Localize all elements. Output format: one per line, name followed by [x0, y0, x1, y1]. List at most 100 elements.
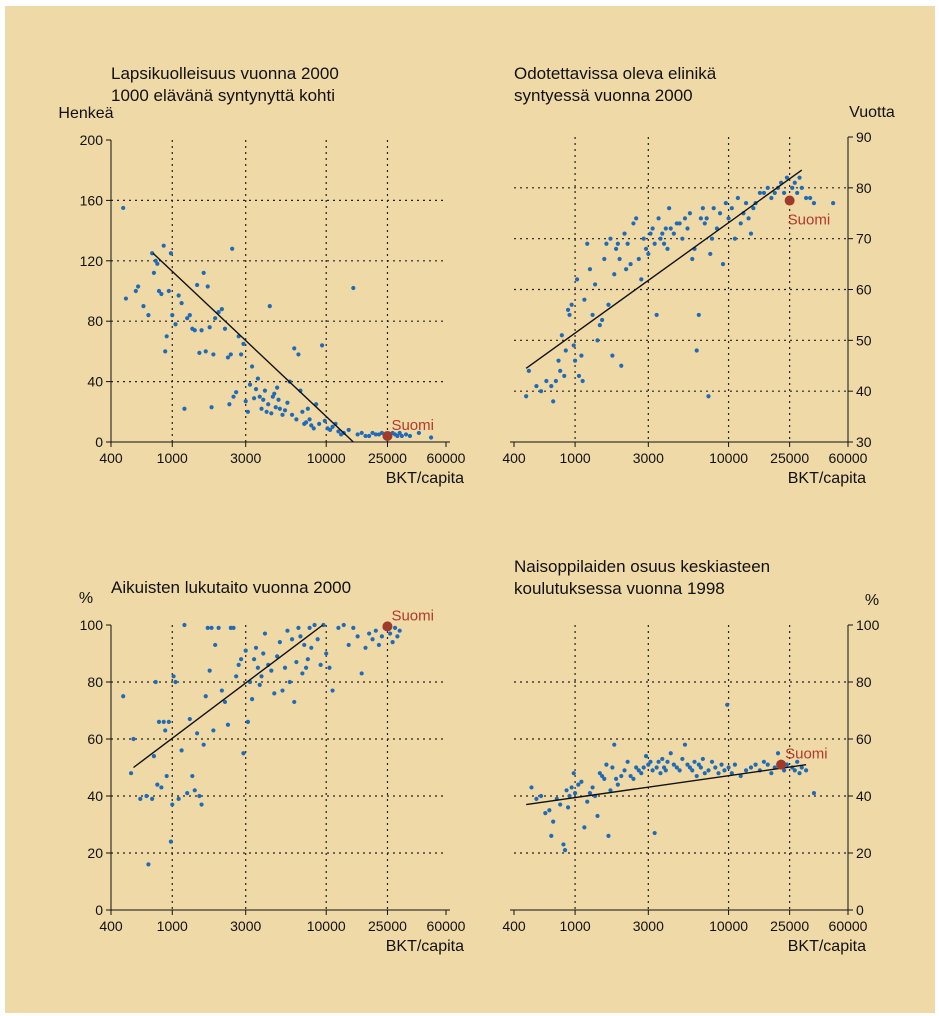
data-point: [159, 785, 164, 790]
data-point: [187, 716, 192, 722]
data-point: [597, 322, 602, 328]
data-point: [717, 211, 723, 216]
data-point: [228, 352, 233, 357]
data-point: [656, 216, 661, 221]
data-point: [195, 282, 200, 288]
data-point: [153, 679, 158, 685]
data-point: [324, 651, 329, 656]
data-point: [336, 625, 341, 630]
data-point: [615, 241, 620, 246]
data-point: [199, 802, 204, 807]
data-point: [571, 771, 576, 776]
data-point: [795, 190, 800, 196]
data-point: [713, 765, 718, 770]
x-tick-label: 60000: [427, 450, 466, 466]
chart-4: Naisoppilaiden osuus keskiasteen koulutuk…: [502, 557, 879, 955]
data-point: [121, 205, 126, 211]
data-point: [582, 825, 587, 830]
data-point: [225, 722, 231, 727]
data-point: [625, 241, 630, 246]
data-point: [192, 788, 197, 793]
data-point: [698, 216, 703, 221]
data-point: [261, 397, 266, 402]
data-point: [622, 768, 627, 773]
data-point: [604, 241, 609, 246]
data-point: [205, 284, 210, 289]
data-point: [176, 796, 181, 801]
data-point: [668, 751, 673, 756]
data-point: [234, 674, 239, 679]
data-point: [192, 328, 197, 333]
data-point: [203, 694, 208, 699]
y-axis-label: Henkeä: [58, 105, 113, 122]
y-tick-label: 100: [856, 617, 880, 633]
data-point: [416, 430, 421, 436]
data-point: [648, 231, 653, 236]
data-point: [636, 256, 641, 262]
data-point: [373, 628, 378, 633]
data-point: [241, 751, 246, 756]
data-point: [163, 349, 168, 354]
data-point: [646, 251, 651, 257]
data-point: [255, 376, 261, 381]
data-point: [146, 862, 151, 867]
x-tick-label: 400: [502, 918, 526, 934]
data-point: [685, 762, 690, 767]
data-point: [582, 297, 587, 302]
data-point: [257, 682, 262, 687]
x-tick-label: 10000: [307, 450, 346, 466]
data-point: [156, 719, 162, 725]
data-point: [790, 185, 795, 190]
data-point: [723, 200, 728, 206]
data-point: [303, 420, 309, 425]
data-point: [729, 771, 734, 776]
data-point: [367, 433, 372, 439]
data-point: [294, 417, 299, 422]
data-point: [524, 394, 529, 399]
x-tick-label: 25000: [770, 918, 809, 934]
data-point: [608, 788, 613, 793]
data-point: [170, 802, 175, 807]
data-point: [211, 728, 216, 733]
data-point: [549, 833, 554, 839]
data-point: [330, 424, 335, 429]
trend-line: [525, 169, 803, 369]
x-tick-label: 60000: [829, 918, 868, 934]
data-point: [155, 261, 160, 266]
y-tick-label: 70: [856, 231, 872, 247]
data-point: [811, 200, 817, 206]
data-point: [617, 256, 622, 262]
data-point: [769, 195, 774, 201]
figure-background: [5, 6, 935, 1013]
data-point: [298, 634, 303, 639]
data-point: [231, 394, 236, 399]
data-point: [606, 833, 611, 839]
data-point: [238, 352, 244, 357]
data-point: [769, 771, 774, 776]
data-point: [387, 631, 393, 636]
data-point: [543, 811, 548, 816]
data-point: [243, 648, 248, 653]
data-point: [558, 368, 563, 373]
data-point: [168, 251, 174, 256]
suomi-label: Suomi: [785, 746, 828, 763]
data-point: [613, 776, 619, 782]
data-point: [403, 432, 409, 437]
data-point: [765, 185, 770, 190]
data-point: [289, 637, 295, 642]
data-point: [610, 353, 615, 358]
data-point: [567, 793, 572, 799]
data-point: [702, 221, 707, 226]
data-point: [652, 830, 657, 836]
data-point: [151, 754, 157, 759]
suomi-point: [776, 759, 787, 770]
data-point: [797, 175, 802, 180]
data-point: [161, 243, 166, 248]
data-point: [185, 791, 190, 796]
data-point: [671, 762, 676, 767]
data-point: [275, 654, 280, 659]
data-point: [292, 346, 297, 351]
data-point: [341, 622, 346, 628]
data-point: [564, 788, 569, 793]
